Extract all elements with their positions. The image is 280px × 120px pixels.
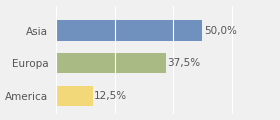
Text: 50,0%: 50,0% <box>204 26 237 36</box>
Bar <box>56 86 93 106</box>
Text: 37,5%: 37,5% <box>167 58 200 68</box>
Text: 12,5%: 12,5% <box>94 91 127 101</box>
Bar <box>56 20 202 41</box>
Bar <box>56 53 166 73</box>
